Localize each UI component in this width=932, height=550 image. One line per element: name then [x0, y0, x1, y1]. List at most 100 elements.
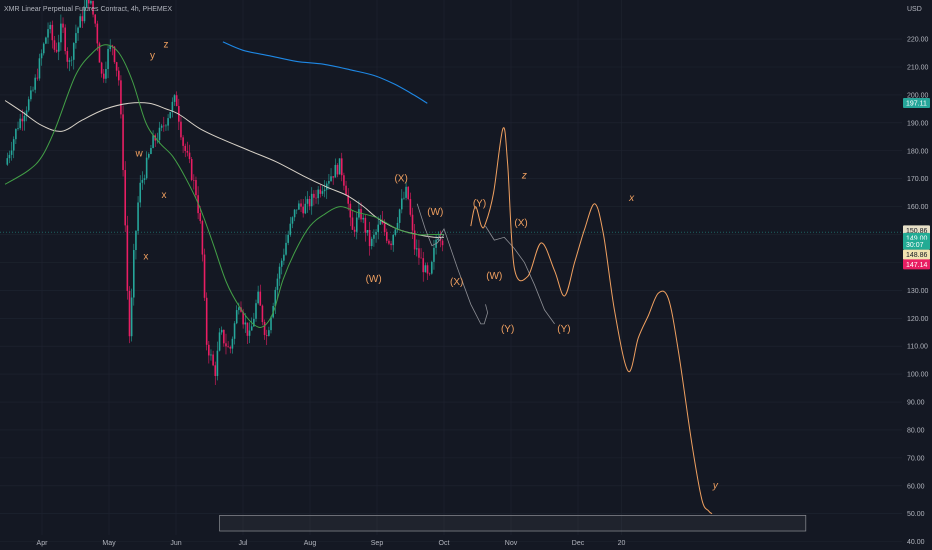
candle-body — [263, 322, 266, 335]
candle-body — [19, 118, 21, 129]
candle-body — [38, 58, 41, 79]
candle-body — [130, 297, 133, 337]
candle-body — [145, 157, 148, 179]
candle-body — [246, 322, 249, 336]
candle-body — [306, 198, 309, 204]
candle-body — [223, 329, 225, 344]
candle-body — [422, 258, 425, 273]
wave-label: (X) — [450, 277, 463, 288]
handwritten-label: z — [521, 171, 527, 182]
y-tick-label: 200.00 — [907, 92, 929, 99]
candle-body — [8, 154, 11, 159]
candle-body — [315, 197, 317, 199]
handwritten-label: x — [628, 193, 635, 204]
candle-body — [115, 62, 118, 71]
y-tick-label: 40.00 — [907, 539, 925, 546]
candle-body — [334, 164, 337, 178]
y-tick-label: 70.00 — [907, 455, 925, 462]
candle-body — [132, 250, 135, 298]
candle-body — [139, 182, 142, 203]
candle-body — [385, 232, 388, 241]
candle-body — [259, 291, 262, 306]
candle-body — [428, 273, 431, 275]
candle-body — [102, 73, 105, 79]
candle-body — [199, 213, 202, 222]
candle-body — [261, 305, 264, 323]
candle-body — [42, 43, 45, 54]
y-tick-label: 60.00 — [907, 483, 925, 490]
candle-body — [167, 118, 169, 126]
candle-body — [81, 16, 84, 22]
price-badge-label: 30:07 — [906, 242, 924, 249]
candle-body — [280, 260, 283, 267]
candle-body — [433, 247, 435, 262]
candle-body — [150, 148, 152, 154]
candle-body — [332, 176, 334, 178]
candle-body — [120, 80, 122, 115]
y-tick-label: 90.00 — [907, 400, 925, 407]
candle-body — [347, 194, 349, 204]
candle-body — [265, 334, 268, 336]
wave-label: (W) — [427, 207, 443, 218]
candle-body — [405, 186, 407, 198]
candle-body — [77, 27, 79, 34]
candle-body — [360, 209, 362, 220]
price-badge — [903, 225, 930, 236]
candle-body — [205, 297, 208, 345]
candle-body — [426, 265, 429, 274]
candle-body — [278, 266, 281, 279]
candle-body — [141, 179, 144, 183]
candle-body — [227, 346, 229, 348]
candle-body — [173, 95, 176, 102]
candle-body — [244, 322, 247, 325]
candle-body — [109, 45, 112, 49]
candle-body — [72, 43, 75, 60]
candle-body — [212, 354, 214, 366]
candle-body — [231, 338, 234, 349]
candle-body — [381, 220, 384, 224]
candle-body — [107, 48, 109, 69]
sma-white-line — [4, 100, 445, 239]
candle-body — [83, 7, 86, 22]
candle-body — [100, 62, 103, 74]
candle-body — [362, 217, 364, 220]
candle-body — [383, 223, 386, 233]
candle-body — [368, 230, 371, 247]
candle-body — [394, 229, 397, 235]
candle-body — [165, 125, 167, 127]
candle-body — [32, 89, 34, 91]
candle-body — [15, 129, 17, 140]
candle-body — [203, 254, 206, 298]
candle-body — [411, 214, 414, 231]
candle-body — [390, 243, 392, 246]
candle-body — [190, 159, 193, 180]
candle-body — [407, 186, 410, 200]
candle-body — [238, 307, 240, 311]
candle-body — [257, 291, 259, 304]
x-tick-label: Apr — [37, 540, 49, 547]
candle-body — [27, 99, 30, 111]
candle-body — [220, 329, 223, 333]
candle-body — [128, 290, 131, 337]
candle-body — [388, 240, 390, 244]
candle-body — [98, 43, 101, 63]
time-axis[interactable]: Apr May Jun Jul Aug Sep Oct Nov Dec 20 — [37, 540, 626, 547]
candle-body — [208, 344, 210, 356]
candle-body — [147, 153, 150, 158]
candle-body — [68, 60, 71, 62]
price-badge-label: 148.86 — [906, 252, 928, 259]
wave-label: (X) — [514, 218, 527, 229]
y-tick-label: 80.00 — [907, 427, 925, 434]
candle-body — [295, 209, 298, 211]
candle-body — [6, 158, 9, 165]
candle-body — [375, 232, 377, 235]
candle-body — [21, 118, 24, 122]
candle-body — [366, 230, 369, 233]
candle-body — [47, 29, 49, 38]
candle-body — [92, 0, 94, 15]
candle-body — [398, 209, 401, 223]
candle-body — [289, 223, 292, 235]
candle-body — [336, 164, 339, 175]
y-tick-label: 220.00 — [907, 37, 929, 44]
